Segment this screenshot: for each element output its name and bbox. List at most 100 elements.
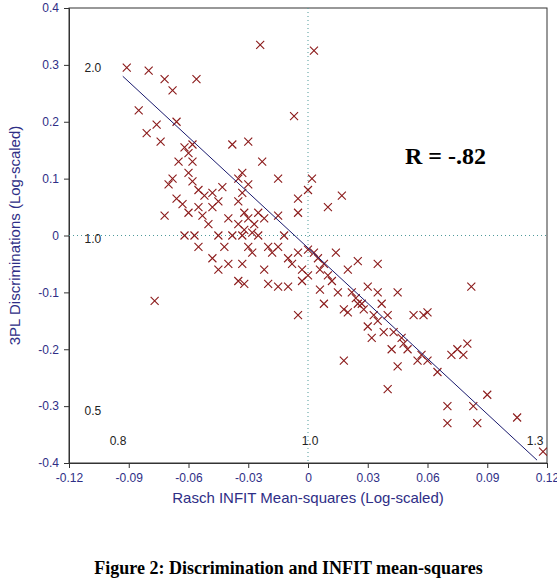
point — [224, 214, 232, 222]
point — [165, 180, 173, 188]
point — [185, 169, 193, 177]
point — [185, 209, 193, 217]
point — [344, 266, 352, 274]
y-tick-mark — [64, 8, 69, 9]
x-tick-label: 0 — [305, 471, 312, 485]
x-tick-label: 0.12 — [536, 471, 557, 485]
point — [208, 189, 216, 197]
reference-line — [69, 235, 547, 236]
point — [344, 308, 352, 316]
point — [284, 254, 292, 262]
y-tick-label: -0.3 — [38, 399, 59, 413]
annotation: 0.5 — [85, 404, 102, 418]
x-tick: -0.09 — [116, 463, 144, 485]
x-tick-label: 0.03 — [357, 471, 381, 485]
y-tick: 0 — [52, 229, 69, 243]
point — [433, 368, 441, 376]
point — [175, 158, 183, 166]
x-tick-mark — [547, 463, 548, 468]
y-tick-mark — [64, 292, 69, 293]
y-tick-mark — [64, 122, 69, 123]
point — [374, 288, 382, 296]
point — [274, 175, 282, 183]
x-tick-mark — [189, 463, 190, 468]
point — [143, 129, 151, 137]
x-tick-label: -0.03 — [235, 471, 263, 485]
annotation: 0.8 — [110, 434, 127, 448]
y-tick-mark — [64, 463, 69, 464]
x-tick-label: -0.09 — [116, 471, 144, 485]
point — [420, 311, 428, 319]
annotation: 1.0 — [85, 232, 102, 246]
point — [360, 305, 368, 313]
point — [194, 243, 202, 251]
point — [384, 311, 392, 319]
point — [410, 311, 418, 319]
point — [308, 175, 316, 183]
point — [123, 64, 131, 72]
point — [354, 257, 362, 265]
point — [238, 232, 246, 240]
point — [316, 266, 324, 274]
x-tick: 0 — [305, 463, 312, 485]
x-tick-label: 0.09 — [476, 471, 500, 485]
point — [467, 283, 475, 291]
point — [218, 183, 226, 191]
point — [181, 232, 189, 240]
point — [244, 180, 252, 188]
y-tick-label: -0.4 — [38, 456, 59, 470]
point — [374, 260, 382, 268]
point — [214, 232, 222, 240]
point — [250, 220, 258, 228]
point — [443, 402, 451, 410]
y-tick: 0.3 — [42, 58, 69, 72]
y-axis-title: 3PL Discriminations (Log-scaled) — [6, 126, 23, 346]
point — [254, 232, 262, 240]
x-tick-mark — [129, 463, 130, 468]
title: Figure 2: Discrimination and INFIT mean-… — [94, 558, 483, 578]
point — [192, 75, 200, 83]
point — [161, 212, 169, 220]
point — [274, 243, 282, 251]
x-tick-label: 0.06 — [416, 471, 440, 485]
point — [459, 351, 467, 359]
y-tick-label: 0.3 — [42, 58, 59, 72]
y-tick-mark — [64, 349, 69, 350]
point — [294, 195, 302, 203]
point — [181, 143, 189, 151]
point — [324, 203, 332, 211]
point — [264, 243, 272, 251]
fit-line — [123, 76, 537, 460]
x-tick-mark — [428, 463, 429, 468]
point — [364, 283, 372, 291]
point — [380, 328, 388, 336]
point — [214, 197, 222, 205]
point — [483, 391, 491, 399]
point — [304, 271, 312, 279]
point — [153, 121, 161, 129]
point — [151, 297, 159, 305]
point — [334, 288, 342, 296]
point — [310, 47, 318, 55]
annotation: 2.0 — [85, 61, 102, 75]
point — [194, 203, 202, 211]
point — [304, 186, 312, 194]
plot: -0.12-0.09-0.06-0.0300.030.060.090.12-0.… — [38, 1, 557, 484]
point — [294, 209, 302, 217]
point — [414, 357, 422, 365]
x-tick-mark — [368, 463, 369, 468]
point — [185, 149, 193, 157]
y-tick: 0.1 — [42, 172, 69, 186]
point — [220, 243, 228, 251]
point — [284, 283, 292, 291]
point — [294, 311, 302, 319]
point — [214, 266, 222, 274]
y-tick-label: 0 — [52, 229, 59, 243]
point — [320, 300, 328, 308]
data-area — [69, 8, 547, 463]
point — [443, 419, 451, 427]
x-axis-title: Rasch INFIT Mean-squares (Log-scaled) — [172, 489, 444, 506]
point — [188, 177, 196, 185]
point — [169, 175, 177, 183]
point — [179, 200, 187, 208]
